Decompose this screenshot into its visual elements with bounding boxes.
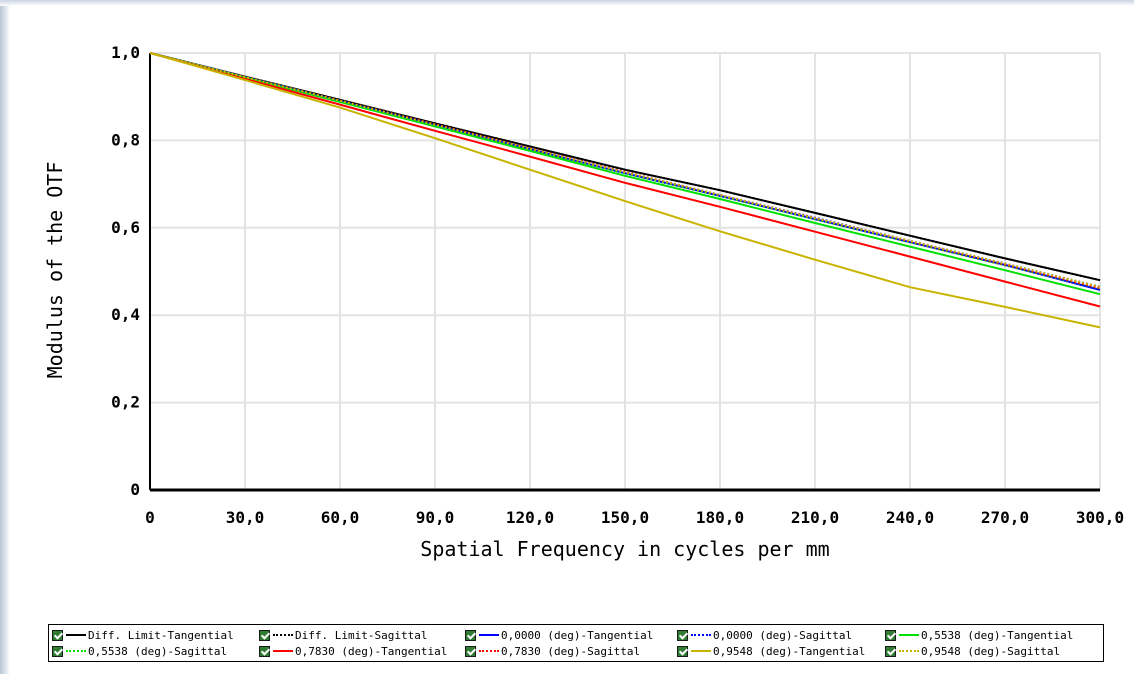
legend-label: 0,5538 (deg)-Tangential	[921, 629, 1073, 642]
checkbox-icon[interactable]	[885, 646, 896, 657]
x-tick-label: 90,0	[416, 508, 455, 527]
y-tick-label: 0,6	[111, 218, 140, 237]
legend-item[interactable]: 0,9548 (deg)-Sagittal	[885, 643, 1060, 659]
legend-swatch	[899, 650, 919, 652]
checkbox-icon[interactable]	[52, 630, 63, 641]
legend-item[interactable]: Diff. Limit-Sagittal	[259, 627, 427, 643]
x-tick-label: 180,0	[696, 508, 744, 527]
x-tick-label: 210,0	[791, 508, 839, 527]
checkbox-icon[interactable]	[465, 646, 476, 657]
legend-swatch	[691, 650, 711, 652]
y-tick-label: 0,8	[111, 130, 140, 149]
x-tick-label: 30,0	[226, 508, 265, 527]
checkbox-icon[interactable]	[52, 646, 63, 657]
x-tick-label: 240,0	[886, 508, 934, 527]
mtf-chart: 0 30,0 60,0 90,0 120,0 150,0 180,0 210,0 240,0 27…	[0, 0, 1134, 620]
x-tick-label: 270,0	[981, 508, 1029, 527]
x-tick-label: 120,0	[506, 508, 554, 527]
checkbox-icon[interactable]	[465, 630, 476, 641]
legend-swatch	[273, 634, 293, 636]
legend: Diff. Limit-Tangential Diff. Limit-Sagitt…	[48, 624, 1104, 662]
y-tick-label: 1,0	[111, 43, 140, 62]
checkbox-icon[interactable]	[885, 630, 896, 641]
legend-label: Diff. Limit-Tangential	[88, 629, 234, 642]
legend-swatch	[273, 650, 293, 652]
y-tick-label: 0	[130, 480, 140, 499]
legend-label: 0,0000 (deg)-Tangential	[501, 629, 653, 642]
legend-item[interactable]: 0,7830 (deg)-Tangential	[259, 643, 447, 659]
legend-label: Diff. Limit-Sagittal	[295, 629, 427, 642]
legend-swatch	[899, 634, 919, 636]
legend-label: 0,7830 (deg)-Tangential	[295, 645, 447, 658]
checkbox-icon[interactable]	[677, 646, 688, 657]
legend-item[interactable]: 0,0000 (deg)-Sagittal	[677, 627, 852, 643]
legend-item[interactable]: 0,7830 (deg)-Sagittal	[465, 643, 640, 659]
legend-label: 0,0000 (deg)-Sagittal	[713, 629, 852, 642]
legend-swatch	[66, 650, 86, 652]
checkbox-icon[interactable]	[259, 646, 270, 657]
checkbox-icon[interactable]	[259, 630, 270, 641]
legend-swatch	[479, 634, 499, 636]
x-tick-label: 60,0	[321, 508, 360, 527]
y-tick-label: 0,2	[111, 393, 140, 412]
x-axis-title: Spatial Frequency in cycles per mm	[420, 537, 829, 561]
legend-label: 0,5538 (deg)-Sagittal	[88, 645, 227, 658]
legend-swatch	[479, 650, 499, 652]
x-tick-label: 300,0	[1076, 508, 1124, 527]
legend-item[interactable]: 0,9548 (deg)-Tangential	[677, 643, 865, 659]
legend-label: 0,7830 (deg)-Sagittal	[501, 645, 640, 658]
legend-swatch	[66, 634, 86, 636]
legend-item[interactable]: Diff. Limit-Tangential	[52, 627, 234, 643]
checkbox-icon[interactable]	[677, 630, 688, 641]
legend-label: 0,9548 (deg)-Sagittal	[921, 645, 1060, 658]
legend-item[interactable]: 0,0000 (deg)-Tangential	[465, 627, 653, 643]
x-tick-label: 150,0	[601, 508, 649, 527]
legend-swatch	[691, 634, 711, 636]
x-tick-label: 0	[145, 508, 155, 527]
legend-item[interactable]: 0,5538 (deg)-Tangential	[885, 627, 1073, 643]
y-axis-title: Modulus of the OTF	[43, 162, 67, 379]
legend-item[interactable]: 0,5538 (deg)-Sagittal	[52, 643, 227, 659]
legend-label: 0,9548 (deg)-Tangential	[713, 645, 865, 658]
y-tick-label: 0,4	[111, 305, 140, 324]
